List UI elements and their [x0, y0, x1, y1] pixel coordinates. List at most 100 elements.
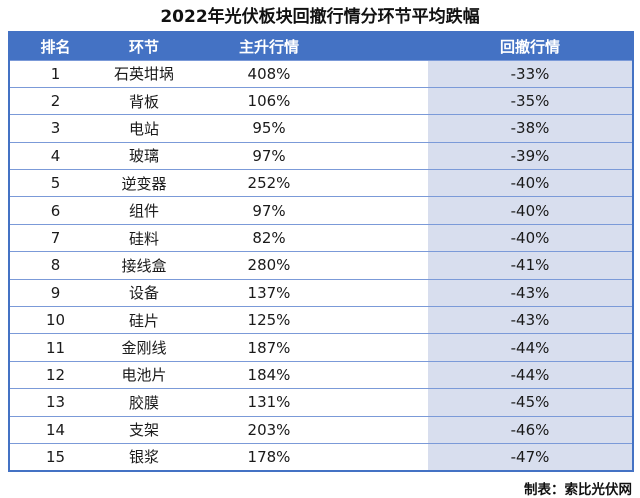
- drawdown-cell: -43%: [428, 306, 633, 334]
- drawdown-cell: -46%: [428, 415, 633, 444]
- spacer-cell: [351, 442, 428, 471]
- rise-cell: 178%: [187, 442, 351, 471]
- segment-cell: 背板: [101, 86, 187, 115]
- table-row: 14 支架 203% -46%: [9, 415, 633, 444]
- table-body: 1 石英坩埚 408% -33% 2 背板 106% -35% 3 电站 95%…: [9, 59, 633, 471]
- header-rank: 排名: [9, 32, 101, 60]
- rank-cell: 7: [9, 223, 101, 252]
- rank-cell: 6: [9, 196, 101, 225]
- spacer-cell: [351, 306, 428, 334]
- segment-cell: 支架: [101, 415, 187, 444]
- rise-cell: 106%: [187, 86, 351, 115]
- drawdown-cell: -45%: [428, 388, 633, 417]
- drawdown-cell: -35%: [428, 86, 633, 115]
- rank-cell: 15: [9, 442, 101, 471]
- table-row: 3 电站 95% -38%: [9, 114, 633, 143]
- spacer-cell: [351, 59, 428, 88]
- rank-cell: 3: [9, 114, 101, 143]
- header-rise: 主升行情: [187, 32, 351, 60]
- table-row: 1 石英坩埚 408% -33%: [9, 59, 633, 88]
- spacer-cell: [351, 333, 428, 362]
- segment-cell: 接线盒: [101, 251, 187, 280]
- rise-cell: 125%: [187, 306, 351, 334]
- spacer-cell: [351, 388, 428, 417]
- segment-cell: 胶膜: [101, 388, 187, 417]
- spacer-cell: [351, 278, 428, 307]
- pv-drawdown-table: 排名 环节 主升行情 回撤行情 1 石英坩埚 408% -33% 2 背板 10…: [8, 31, 634, 472]
- spacer-cell: [351, 86, 428, 115]
- page-title: 2022年光伏板块回撤行情分环节平均跌幅: [160, 7, 480, 27]
- drawdown-cell: -44%: [428, 333, 633, 362]
- table-row: 8 接线盒 280% -41%: [9, 251, 633, 280]
- drawdown-cell: -39%: [428, 141, 633, 170]
- rise-cell: 408%: [187, 59, 351, 88]
- spacer-cell: [351, 169, 428, 197]
- spacer-cell: [351, 196, 428, 225]
- table-row: 13 胶膜 131% -45%: [9, 388, 633, 417]
- source-credit: 制表：索比光伏网: [524, 481, 632, 498]
- table-row: 11 金刚线 187% -44%: [9, 333, 633, 362]
- rank-cell: 14: [9, 415, 101, 444]
- table-row: 15 银浆 178% -47%: [9, 442, 633, 471]
- table-header: 排名 环节 主升行情 回撤行情: [9, 32, 633, 60]
- drawdown-cell: -38%: [428, 114, 633, 143]
- rise-cell: 137%: [187, 278, 351, 307]
- segment-cell: 玻璃: [101, 141, 187, 170]
- table-row: 7 硅料 82% -40%: [9, 223, 633, 252]
- segment-cell: 设备: [101, 278, 187, 307]
- segment-cell: 电站: [101, 114, 187, 143]
- header-segment: 环节: [101, 32, 187, 60]
- rank-cell: 12: [9, 360, 101, 389]
- segment-cell: 金刚线: [101, 333, 187, 362]
- table-row: 5 逆变器 252% -40%: [9, 169, 633, 197]
- rise-cell: 252%: [187, 169, 351, 197]
- table-row: 4 玻璃 97% -39%: [9, 141, 633, 170]
- segment-cell: 电池片: [101, 360, 187, 389]
- drawdown-cell: -47%: [428, 442, 633, 471]
- table-row: 6 组件 97% -40%: [9, 196, 633, 225]
- rank-cell: 8: [9, 251, 101, 280]
- drawdown-cell: -40%: [428, 223, 633, 252]
- table-row: 2 背板 106% -35%: [9, 86, 633, 115]
- spacer-cell: [351, 251, 428, 280]
- table-row: 10 硅片 125% -43%: [9, 306, 633, 334]
- rise-cell: 280%: [187, 251, 351, 280]
- table-row: 12 电池片 184% -44%: [9, 360, 633, 389]
- drawdown-cell: -40%: [428, 169, 633, 197]
- rise-cell: 131%: [187, 388, 351, 417]
- header-row: 排名 环节 主升行情 回撤行情: [9, 32, 633, 60]
- segment-cell: 银浆: [101, 442, 187, 471]
- rise-cell: 82%: [187, 223, 351, 252]
- rank-cell: 13: [9, 388, 101, 417]
- header-spacer: [351, 32, 428, 60]
- rank-cell: 4: [9, 141, 101, 170]
- rise-cell: 95%: [187, 114, 351, 143]
- rank-cell: 10: [9, 306, 101, 334]
- rise-cell: 97%: [187, 141, 351, 170]
- segment-cell: 石英坩埚: [101, 59, 187, 88]
- drawdown-cell: -41%: [428, 251, 633, 280]
- spacer-cell: [351, 415, 428, 444]
- drawdown-cell: -33%: [428, 59, 633, 88]
- rank-cell: 9: [9, 278, 101, 307]
- drawdown-cell: -43%: [428, 278, 633, 307]
- spacer-cell: [351, 141, 428, 170]
- rise-cell: 97%: [187, 196, 351, 225]
- spacer-cell: [351, 360, 428, 389]
- segment-cell: 组件: [101, 196, 187, 225]
- drawdown-cell: -44%: [428, 360, 633, 389]
- rise-cell: 187%: [187, 333, 351, 362]
- drawdown-cell: -40%: [428, 196, 633, 225]
- rise-cell: 184%: [187, 360, 351, 389]
- rank-cell: 11: [9, 333, 101, 362]
- header-drawdown: 回撤行情: [428, 32, 633, 60]
- segment-cell: 硅料: [101, 223, 187, 252]
- table-row: 9 设备 137% -43%: [9, 278, 633, 307]
- spacer-cell: [351, 114, 428, 143]
- rank-cell: 1: [9, 59, 101, 88]
- spacer-cell: [351, 223, 428, 252]
- rank-cell: 2: [9, 86, 101, 115]
- segment-cell: 硅片: [101, 306, 187, 334]
- rise-cell: 203%: [187, 415, 351, 444]
